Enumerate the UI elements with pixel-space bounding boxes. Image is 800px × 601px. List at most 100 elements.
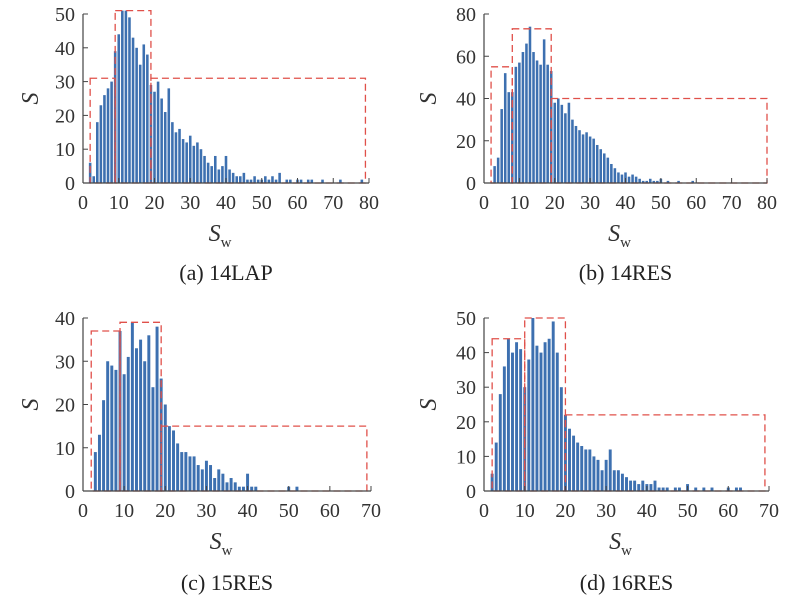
bar [204, 460, 208, 491]
bar [121, 10, 124, 184]
y-tick-label: 40 [456, 89, 476, 111]
bar [625, 477, 628, 491]
bar [126, 356, 130, 491]
bar [138, 64, 142, 183]
bar [535, 345, 539, 491]
bar [289, 179, 292, 183]
bar [96, 122, 99, 183]
bar [631, 174, 634, 183]
bar [652, 180, 656, 183]
x-tick-label: 50 [651, 192, 671, 214]
bar [142, 44, 146, 183]
x-tick-label: 50 [678, 500, 698, 522]
bar [217, 469, 221, 492]
bar [88, 162, 92, 183]
x-tick-label: 10 [109, 192, 129, 214]
bar [588, 449, 592, 491]
x-tick-label: 50 [252, 192, 272, 214]
bar [620, 174, 624, 183]
region-box-3 [160, 425, 368, 492]
bar [103, 95, 106, 183]
bar [278, 172, 281, 183]
bar [246, 179, 249, 183]
bar [710, 487, 714, 491]
x-tick-label: 10 [515, 500, 535, 522]
y-tick-label: 30 [55, 351, 75, 373]
bar [539, 352, 543, 491]
bar [192, 456, 196, 491]
bar [657, 487, 661, 491]
bar [634, 176, 638, 183]
bar [612, 470, 616, 491]
bar [99, 105, 103, 183]
bar [271, 176, 274, 183]
y-tick-label: 30 [456, 377, 476, 399]
bar [595, 144, 599, 183]
bar [267, 179, 271, 183]
bar [616, 470, 620, 491]
x-tick-label: 10 [509, 192, 529, 214]
bar [515, 342, 519, 491]
x-tick-label: 40 [637, 500, 657, 522]
bar [264, 176, 267, 183]
bar [210, 166, 213, 183]
bar [224, 155, 228, 183]
x-tick-label: 10 [114, 500, 134, 522]
x-tick-label: 50 [279, 500, 299, 522]
bar [638, 178, 641, 183]
bar [498, 394, 502, 491]
bar [525, 43, 528, 183]
bar [567, 102, 571, 183]
y-tick-label: 0 [466, 481, 476, 503]
bar [661, 487, 665, 491]
bar [503, 73, 507, 183]
panel-caption: (a) 14LAP [179, 260, 272, 285]
bar [200, 469, 204, 492]
bar [559, 387, 563, 491]
bar [225, 482, 229, 491]
bar [233, 482, 237, 491]
y-tick-label: 40 [456, 343, 476, 365]
bar [188, 135, 192, 183]
x-axis-label: Sw [209, 221, 232, 251]
x-axis-label-subscript: w [221, 235, 232, 251]
bar [547, 338, 551, 491]
x-tick-label: 70 [722, 192, 742, 214]
bar [739, 487, 742, 491]
bar [691, 180, 694, 183]
panel-caption: (b) 14RES [579, 260, 673, 285]
bar [603, 153, 606, 183]
x-tick-label: 0 [479, 192, 489, 214]
bar [527, 359, 531, 491]
bar [124, 10, 128, 184]
bar [167, 88, 171, 183]
y-axis-label: S [18, 93, 44, 105]
bar [551, 321, 555, 491]
bar [496, 157, 500, 183]
bar [229, 478, 233, 491]
x-axis-label-subscript: w [620, 235, 631, 251]
bar [581, 134, 585, 183]
bar [665, 487, 669, 491]
y-tick-label: 60 [456, 46, 476, 68]
bar [128, 17, 131, 183]
bar [274, 179, 278, 183]
x-tick-label: 60 [718, 500, 738, 522]
y-tick-label: 0 [65, 173, 75, 195]
bar [176, 443, 180, 491]
bar [553, 102, 557, 183]
bar [506, 338, 510, 491]
bar [543, 342, 547, 491]
region-box-1 [89, 77, 116, 184]
bar [199, 149, 203, 183]
chart-panel-2: 0 20 40 60 80 0 10 20 30 40 50 60 70 80 S Sw (b) 14RES [416, 4, 777, 285]
bar [151, 387, 155, 491]
bar [572, 435, 576, 491]
y-tick-label: 10 [55, 438, 75, 460]
bar [592, 456, 596, 491]
bar [521, 52, 525, 183]
bar [253, 176, 256, 183]
x-tick-label: 80 [359, 192, 379, 214]
bar [599, 149, 603, 183]
